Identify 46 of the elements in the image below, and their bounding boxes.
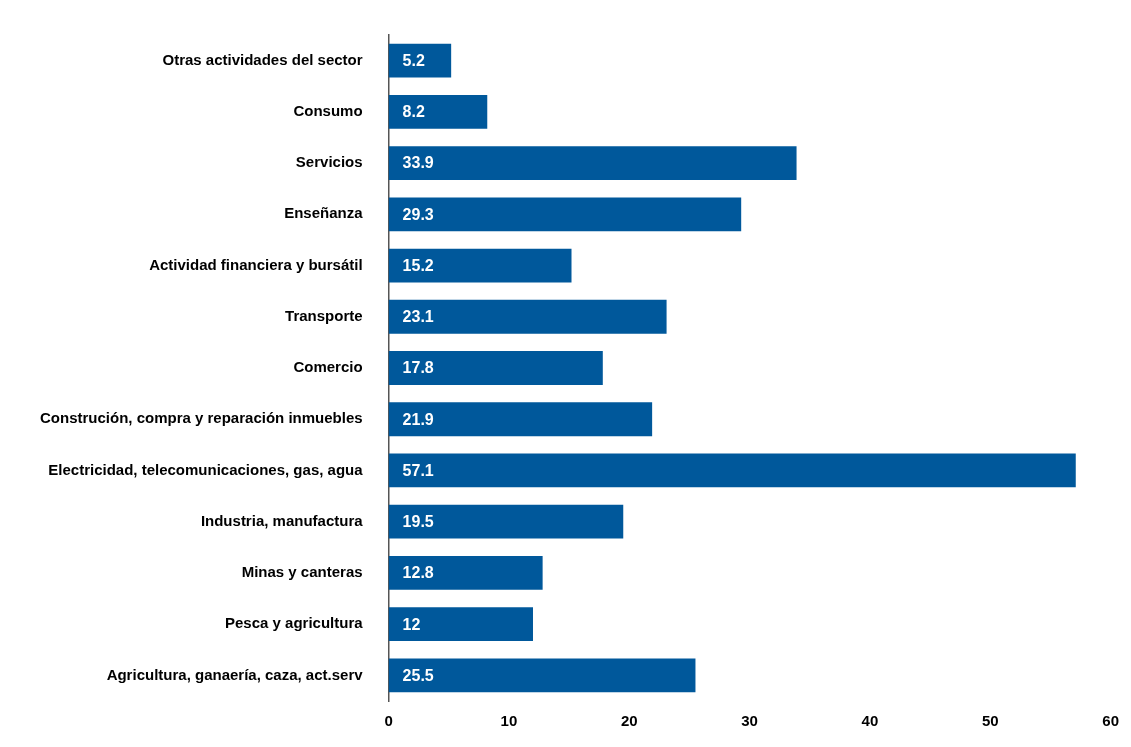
data-label: 12.8 xyxy=(402,564,434,582)
data-label: 12 xyxy=(402,615,421,633)
y-tick-label: Otras actividades del sector xyxy=(162,50,363,68)
bar xyxy=(388,43,452,78)
bar xyxy=(388,94,488,129)
y-tick-label: Agricultura, ganaería, caza, act.serv xyxy=(106,665,364,683)
x-tick-label: 50 xyxy=(981,712,999,730)
x-tick-label: 10 xyxy=(500,712,518,730)
bar xyxy=(388,146,797,180)
x-tick-label: 20 xyxy=(620,712,638,730)
data-label: 29.3 xyxy=(402,205,434,223)
data-label: 33.9 xyxy=(402,154,434,172)
data-label: 15.2 xyxy=(402,256,434,274)
y-tick-label: Actividad financiera y bursátil xyxy=(149,255,363,273)
y-tick-label: Transporte xyxy=(285,306,363,324)
bar xyxy=(388,299,667,334)
y-tick-label: Construción, compra y reparación inmuebles xyxy=(39,409,363,427)
data-label: 5.2 xyxy=(402,52,425,70)
y-tick-label: Electricidad, telecomunicaciones, gas, agua xyxy=(48,460,364,478)
bar xyxy=(388,351,603,385)
bar xyxy=(388,556,543,590)
data-label: 19.5 xyxy=(402,513,434,531)
x-tick-label: 40 xyxy=(861,712,879,730)
y-tick-label: Servicios xyxy=(295,153,363,171)
bar xyxy=(388,607,533,642)
x-tick-label: 30 xyxy=(741,712,758,730)
bar xyxy=(388,658,696,693)
y-tick-label: Consumo xyxy=(293,101,363,119)
data-label: 23.1 xyxy=(402,308,434,326)
y-tick-label: Industria, manufactura xyxy=(200,511,364,529)
data-label: 21.9 xyxy=(402,410,434,428)
data-label: 57.1 xyxy=(402,461,434,479)
y-tick-label: Minas y canteras xyxy=(241,563,363,581)
data-label: 25.5 xyxy=(402,666,434,684)
x-tick-label: 60 xyxy=(1102,712,1119,730)
bar xyxy=(388,248,572,283)
data-label: 8.2 xyxy=(402,103,425,121)
bar xyxy=(388,504,624,539)
x-tick-label: 0 xyxy=(384,712,393,730)
y-tick-label: Pesca y agricultura xyxy=(225,614,364,632)
y-tick-label: Enseñanza xyxy=(284,204,364,222)
bar xyxy=(388,453,1076,488)
y-tick-label: Comercio xyxy=(293,358,363,376)
data-label: 17.8 xyxy=(402,359,434,377)
bar xyxy=(388,402,653,437)
bar xyxy=(388,197,742,232)
